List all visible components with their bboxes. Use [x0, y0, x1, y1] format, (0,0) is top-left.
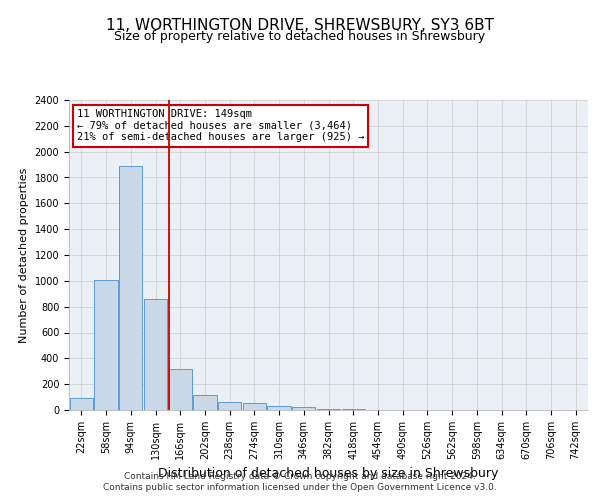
Y-axis label: Number of detached properties: Number of detached properties [19, 168, 29, 342]
Text: Contains HM Land Registry data © Crown copyright and database right 2024.: Contains HM Land Registry data © Crown c… [124, 472, 476, 481]
X-axis label: Distribution of detached houses by size in Shrewsbury: Distribution of detached houses by size … [158, 468, 499, 480]
Bar [94, 280, 118, 410]
Bar [70, 398, 93, 410]
Bar [242, 403, 266, 410]
Text: 11 WORTHINGTON DRIVE: 149sqm
← 79% of detached houses are smaller (3,464)
21% of: 11 WORTHINGTON DRIVE: 149sqm ← 79% of de… [77, 110, 364, 142]
Bar [119, 166, 142, 410]
Text: Size of property relative to detached houses in Shrewsbury: Size of property relative to detached ho… [115, 30, 485, 43]
Bar [169, 370, 192, 410]
Text: 11, WORTHINGTON DRIVE, SHREWSBURY, SY3 6BT: 11, WORTHINGTON DRIVE, SHREWSBURY, SY3 6… [106, 18, 494, 32]
Text: Contains public sector information licensed under the Open Government Licence v3: Contains public sector information licen… [103, 483, 497, 492]
Bar [193, 394, 217, 410]
Bar [292, 408, 316, 410]
Bar [144, 299, 167, 410]
Bar [218, 402, 241, 410]
Bar [268, 406, 291, 410]
